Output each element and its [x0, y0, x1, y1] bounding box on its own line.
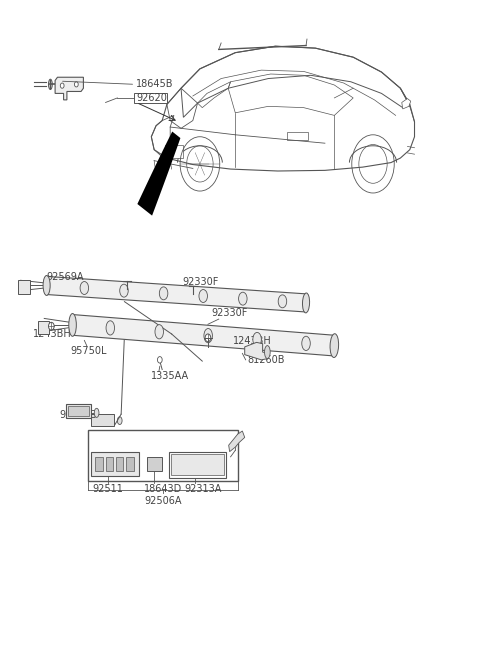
Circle shape	[74, 82, 78, 87]
Bar	[146, 457, 162, 471]
Bar	[38, 321, 48, 334]
Ellipse shape	[159, 287, 168, 300]
Bar	[88, 430, 238, 481]
Ellipse shape	[69, 314, 76, 336]
Polygon shape	[137, 132, 180, 215]
Text: 18643D: 18643D	[144, 484, 182, 494]
Ellipse shape	[106, 321, 115, 335]
Bar	[165, 145, 183, 158]
Bar	[169, 452, 226, 477]
Polygon shape	[72, 314, 335, 356]
Bar	[287, 132, 308, 140]
Text: 92511: 92511	[92, 484, 123, 494]
Bar	[68, 405, 89, 416]
Text: 92330F: 92330F	[212, 309, 248, 318]
Circle shape	[157, 356, 162, 363]
Ellipse shape	[253, 332, 261, 346]
Text: 92512B: 92512B	[60, 410, 97, 420]
Ellipse shape	[59, 79, 63, 90]
Circle shape	[205, 334, 211, 342]
Bar	[66, 403, 91, 418]
Ellipse shape	[94, 408, 99, 417]
Ellipse shape	[264, 346, 270, 358]
Ellipse shape	[278, 295, 287, 308]
Text: 92620: 92620	[136, 93, 167, 103]
Bar	[91, 414, 114, 426]
Circle shape	[60, 83, 64, 88]
Text: 18645B: 18645B	[136, 79, 174, 88]
Ellipse shape	[118, 417, 122, 424]
Text: 1243BH: 1243BH	[33, 329, 71, 339]
Ellipse shape	[204, 329, 213, 343]
Ellipse shape	[80, 282, 89, 295]
Ellipse shape	[120, 284, 128, 297]
Ellipse shape	[155, 325, 164, 339]
Text: 92506A: 92506A	[144, 496, 182, 506]
Text: 95750L: 95750L	[70, 346, 107, 356]
Bar	[171, 455, 224, 475]
Text: 92569A: 92569A	[47, 272, 84, 282]
Bar	[106, 457, 113, 471]
Text: 81260B: 81260B	[247, 355, 285, 365]
Circle shape	[48, 322, 54, 330]
Text: 1243BH: 1243BH	[232, 336, 271, 346]
Polygon shape	[402, 99, 411, 109]
Polygon shape	[46, 276, 306, 312]
Ellipse shape	[199, 290, 207, 303]
Polygon shape	[228, 431, 245, 452]
Ellipse shape	[302, 293, 310, 313]
Ellipse shape	[302, 336, 310, 350]
Text: 92330F: 92330F	[182, 278, 219, 288]
Ellipse shape	[48, 79, 52, 90]
Bar	[116, 457, 123, 471]
Bar	[126, 457, 134, 471]
Ellipse shape	[43, 276, 50, 295]
Text: 1335AA: 1335AA	[151, 371, 190, 381]
Ellipse shape	[239, 292, 247, 305]
Text: 92313A: 92313A	[184, 484, 222, 494]
Polygon shape	[245, 343, 268, 360]
Bar	[18, 280, 30, 294]
Bar	[91, 452, 139, 476]
Bar	[95, 457, 103, 471]
Ellipse shape	[330, 334, 338, 358]
Polygon shape	[55, 77, 84, 100]
